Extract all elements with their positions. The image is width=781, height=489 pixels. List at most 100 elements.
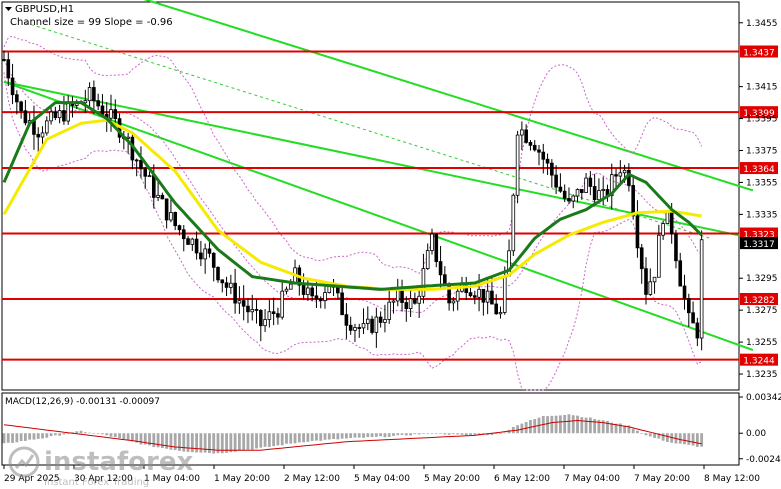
macd-histogram-bar bbox=[400, 433, 404, 435]
candle-body bbox=[430, 233, 434, 251]
level-label: 1.3282 bbox=[743, 296, 775, 306]
macd-histogram-bar bbox=[678, 433, 682, 444]
macd-histogram-bar bbox=[88, 432, 91, 434]
macd-histogram-bar bbox=[195, 433, 198, 453]
macd-histogram-bar bbox=[627, 425, 631, 434]
time-tick-label: 29 Apr 2025 bbox=[4, 474, 60, 484]
candle-body bbox=[199, 252, 203, 260]
candle-body bbox=[614, 174, 618, 177]
macd-histogram-bar bbox=[148, 433, 151, 446]
macd-histogram-bar bbox=[576, 415, 579, 434]
macd-histogram-bar bbox=[439, 433, 442, 434]
candle-body bbox=[699, 239, 704, 339]
macd-histogram-bar bbox=[255, 433, 258, 449]
candle-body bbox=[194, 238, 199, 254]
macd-tick-label: 0.00 bbox=[746, 429, 766, 439]
candle-body bbox=[687, 298, 691, 314]
macd-histogram-bar bbox=[447, 433, 451, 435]
time-tick-label: 1 May 04:00 bbox=[144, 474, 200, 484]
candle-body bbox=[622, 169, 627, 174]
candle-body bbox=[597, 190, 601, 201]
candle-body bbox=[151, 175, 156, 198]
candle-body bbox=[494, 303, 498, 315]
price-tick-label: 1.3375 bbox=[746, 146, 778, 156]
time-tick-label: 8 May 12:00 bbox=[704, 474, 760, 484]
watermark-logo-icon bbox=[8, 446, 40, 478]
candle-body bbox=[378, 316, 383, 323]
macd-histogram-bar bbox=[143, 433, 147, 445]
candle-body bbox=[498, 312, 503, 315]
bollinger-upper bbox=[3, 35, 703, 274]
macd-histogram-bar bbox=[695, 433, 699, 447]
macd-histogram-bar bbox=[601, 420, 605, 434]
level-label: 1.3323 bbox=[743, 231, 775, 241]
candle-body bbox=[532, 144, 537, 151]
macd-histogram-bar bbox=[357, 433, 361, 438]
macd-histogram-bar bbox=[15, 433, 19, 443]
current-price-label: 1.3317 bbox=[743, 240, 775, 250]
macd-histogram-bar bbox=[199, 433, 203, 453]
time-tick-label: 7 May 04:00 bbox=[564, 474, 620, 484]
candle-body bbox=[216, 266, 220, 281]
candle-body bbox=[6, 59, 11, 79]
macd-histogram-bar bbox=[349, 433, 353, 438]
macd-histogram-bar bbox=[113, 433, 117, 438]
macd-histogram-bar bbox=[588, 417, 592, 434]
macd-histogram-bar bbox=[66, 433, 70, 434]
macd-header: MACD(12,26,9) -0.00131 -0.00097 bbox=[5, 397, 160, 407]
macd-histogram-bar bbox=[520, 423, 524, 434]
macd-signal-line bbox=[3, 419, 702, 451]
channel-lower-line bbox=[3, 80, 754, 352]
macd-histogram-bar bbox=[190, 433, 194, 453]
candle-body bbox=[562, 190, 567, 199]
candle-body bbox=[404, 302, 409, 309]
collapse-triangle-icon bbox=[5, 7, 12, 11]
macd-histogram-bar bbox=[366, 433, 370, 437]
macd-histogram-bar bbox=[661, 433, 665, 441]
macd-histogram-bar bbox=[687, 433, 691, 445]
macd-histogram-bar bbox=[208, 433, 211, 454]
macd-histogram-bar bbox=[306, 433, 310, 442]
macd-histogram-bar bbox=[267, 433, 271, 447]
macd-histogram-bar bbox=[96, 433, 100, 434]
candle-body bbox=[220, 279, 225, 284]
candle-body bbox=[374, 316, 379, 333]
macd-histogram-bar bbox=[370, 433, 374, 437]
level-tag bbox=[740, 106, 778, 119]
macd-histogram-bar bbox=[6, 433, 10, 443]
candle-body bbox=[665, 211, 670, 224]
candle-body bbox=[421, 268, 426, 297]
candle-body bbox=[438, 261, 443, 276]
candle-body bbox=[246, 305, 250, 313]
candle-body bbox=[485, 290, 490, 303]
candle-body bbox=[524, 129, 528, 143]
macd-histogram-bar bbox=[160, 433, 164, 449]
macd-histogram-bar bbox=[203, 433, 207, 453]
macd-histogram-bar bbox=[212, 433, 216, 454]
candle-body bbox=[96, 100, 100, 107]
macd-histogram-bar bbox=[242, 433, 246, 451]
macd-histogram-bar bbox=[417, 433, 421, 435]
macd-histogram-bar bbox=[490, 433, 494, 436]
price-tick-label: 1.3255 bbox=[746, 338, 778, 348]
candle-body bbox=[609, 174, 614, 197]
macd-histogram-bar bbox=[614, 423, 618, 434]
macd-histogram-bar bbox=[156, 433, 160, 448]
macd-histogram-bar bbox=[597, 419, 601, 434]
macd-histogram-bar bbox=[263, 433, 267, 447]
macd-histogram-bar bbox=[49, 433, 53, 437]
macd-histogram-bar bbox=[297, 433, 301, 443]
candle-body bbox=[288, 283, 293, 290]
macd-histogram-bar bbox=[464, 433, 468, 436]
macd-histogram-bar bbox=[28, 433, 32, 440]
macd-histogram-bar bbox=[173, 433, 177, 451]
macd-histogram-bar bbox=[691, 433, 695, 446]
candle-body bbox=[434, 233, 439, 262]
macd-histogram-bar bbox=[62, 433, 66, 435]
candle-body bbox=[2, 59, 6, 61]
macd-histogram-bar bbox=[456, 433, 460, 435]
macd-histogram-bar bbox=[285, 433, 288, 444]
macd-histogram-bar bbox=[392, 433, 395, 436]
macd-histogram-bar bbox=[494, 433, 498, 435]
candle-body bbox=[160, 194, 165, 200]
